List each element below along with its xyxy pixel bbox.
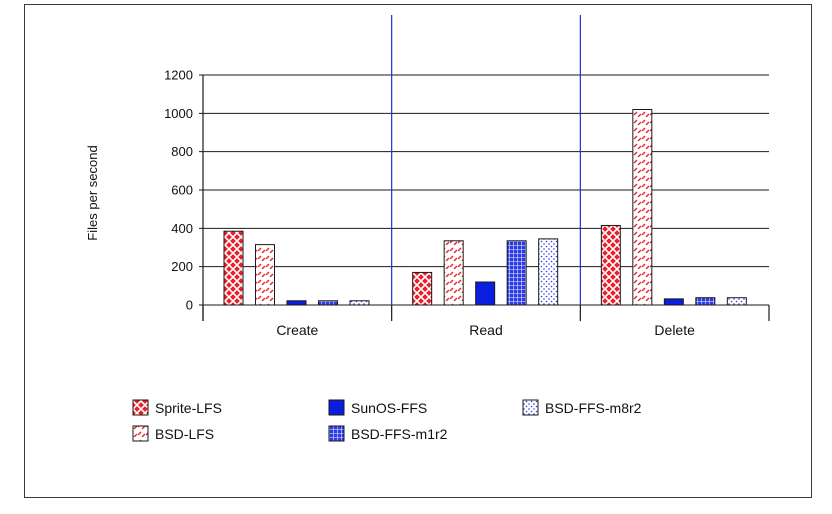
- y-tick-label: 1200: [164, 68, 193, 83]
- x-tick-label: Create: [276, 322, 318, 338]
- legend-label: BSD-FFS-m8r2: [545, 400, 642, 416]
- legend-swatch: [522, 399, 539, 416]
- gridlines: [199, 74, 769, 306]
- x-tick-label: Delete: [654, 322, 695, 338]
- chart-frame: 0 200 400 600 800 1000 1200 Create Read Delete Sp…: [24, 4, 812, 498]
- legend-swatch: [132, 399, 149, 416]
- legend-label: BSD-FFS-m1r2: [351, 426, 448, 442]
- bar-bsd-ffs-m1r2-create: [318, 300, 338, 306]
- bar-sunos-ffs-delete: [663, 298, 684, 306]
- legend-swatch: [328, 399, 345, 416]
- bar-bsd-ffs-m1r2-read: [506, 240, 527, 306]
- y-tick-label: 800: [171, 144, 193, 159]
- bar-sprite-lfs-delete: [600, 224, 621, 306]
- y-axis-label: Files per second: [85, 145, 100, 240]
- bar-sprite-lfs-read: [412, 271, 433, 306]
- bar-bsd-lfs-read: [443, 240, 464, 306]
- bar-bsd-ffs-m8r2-delete: [726, 297, 747, 306]
- bar-chart: 0 200 400 600 800 1000 1200 Create Read Delete Sp…: [85, 15, 770, 442]
- legend-label: SunOS-FFS: [351, 400, 427, 416]
- y-tick-label: 400: [171, 221, 193, 236]
- bar-sprite-lfs-create: [223, 230, 244, 306]
- legend-label: BSD-LFS: [155, 426, 214, 442]
- bars: [223, 109, 747, 306]
- bar-sunos-ffs-create: [286, 300, 307, 306]
- legend-swatch: [328, 425, 345, 442]
- bar-bsd-lfs-create: [255, 244, 275, 306]
- legend-swatch: [132, 425, 149, 442]
- bar-bsd-ffs-m1r2-delete: [695, 297, 716, 306]
- bar-bsd-lfs-delete: [632, 109, 653, 306]
- y-tick-label: 0: [186, 298, 193, 313]
- bar-bsd-ffs-m8r2-create: [349, 300, 370, 306]
- legend-label: Sprite-LFS: [155, 400, 222, 416]
- legend: Sprite-LFS SunOS-FFS BSD-FFS-m8r2 BSD-LFS BS…: [132, 399, 642, 442]
- y-tick-label: 600: [171, 183, 193, 198]
- bar-bsd-ffs-m8r2-read: [538, 238, 559, 306]
- y-tick-label: 200: [171, 259, 193, 274]
- bar-sunos-ffs-read: [475, 281, 496, 306]
- y-tick-label: 1000: [164, 106, 193, 121]
- axes: 0 200 400 600 800 1000 1200 Create Read Delete: [164, 15, 770, 338]
- x-tick-label: Read: [469, 322, 502, 338]
